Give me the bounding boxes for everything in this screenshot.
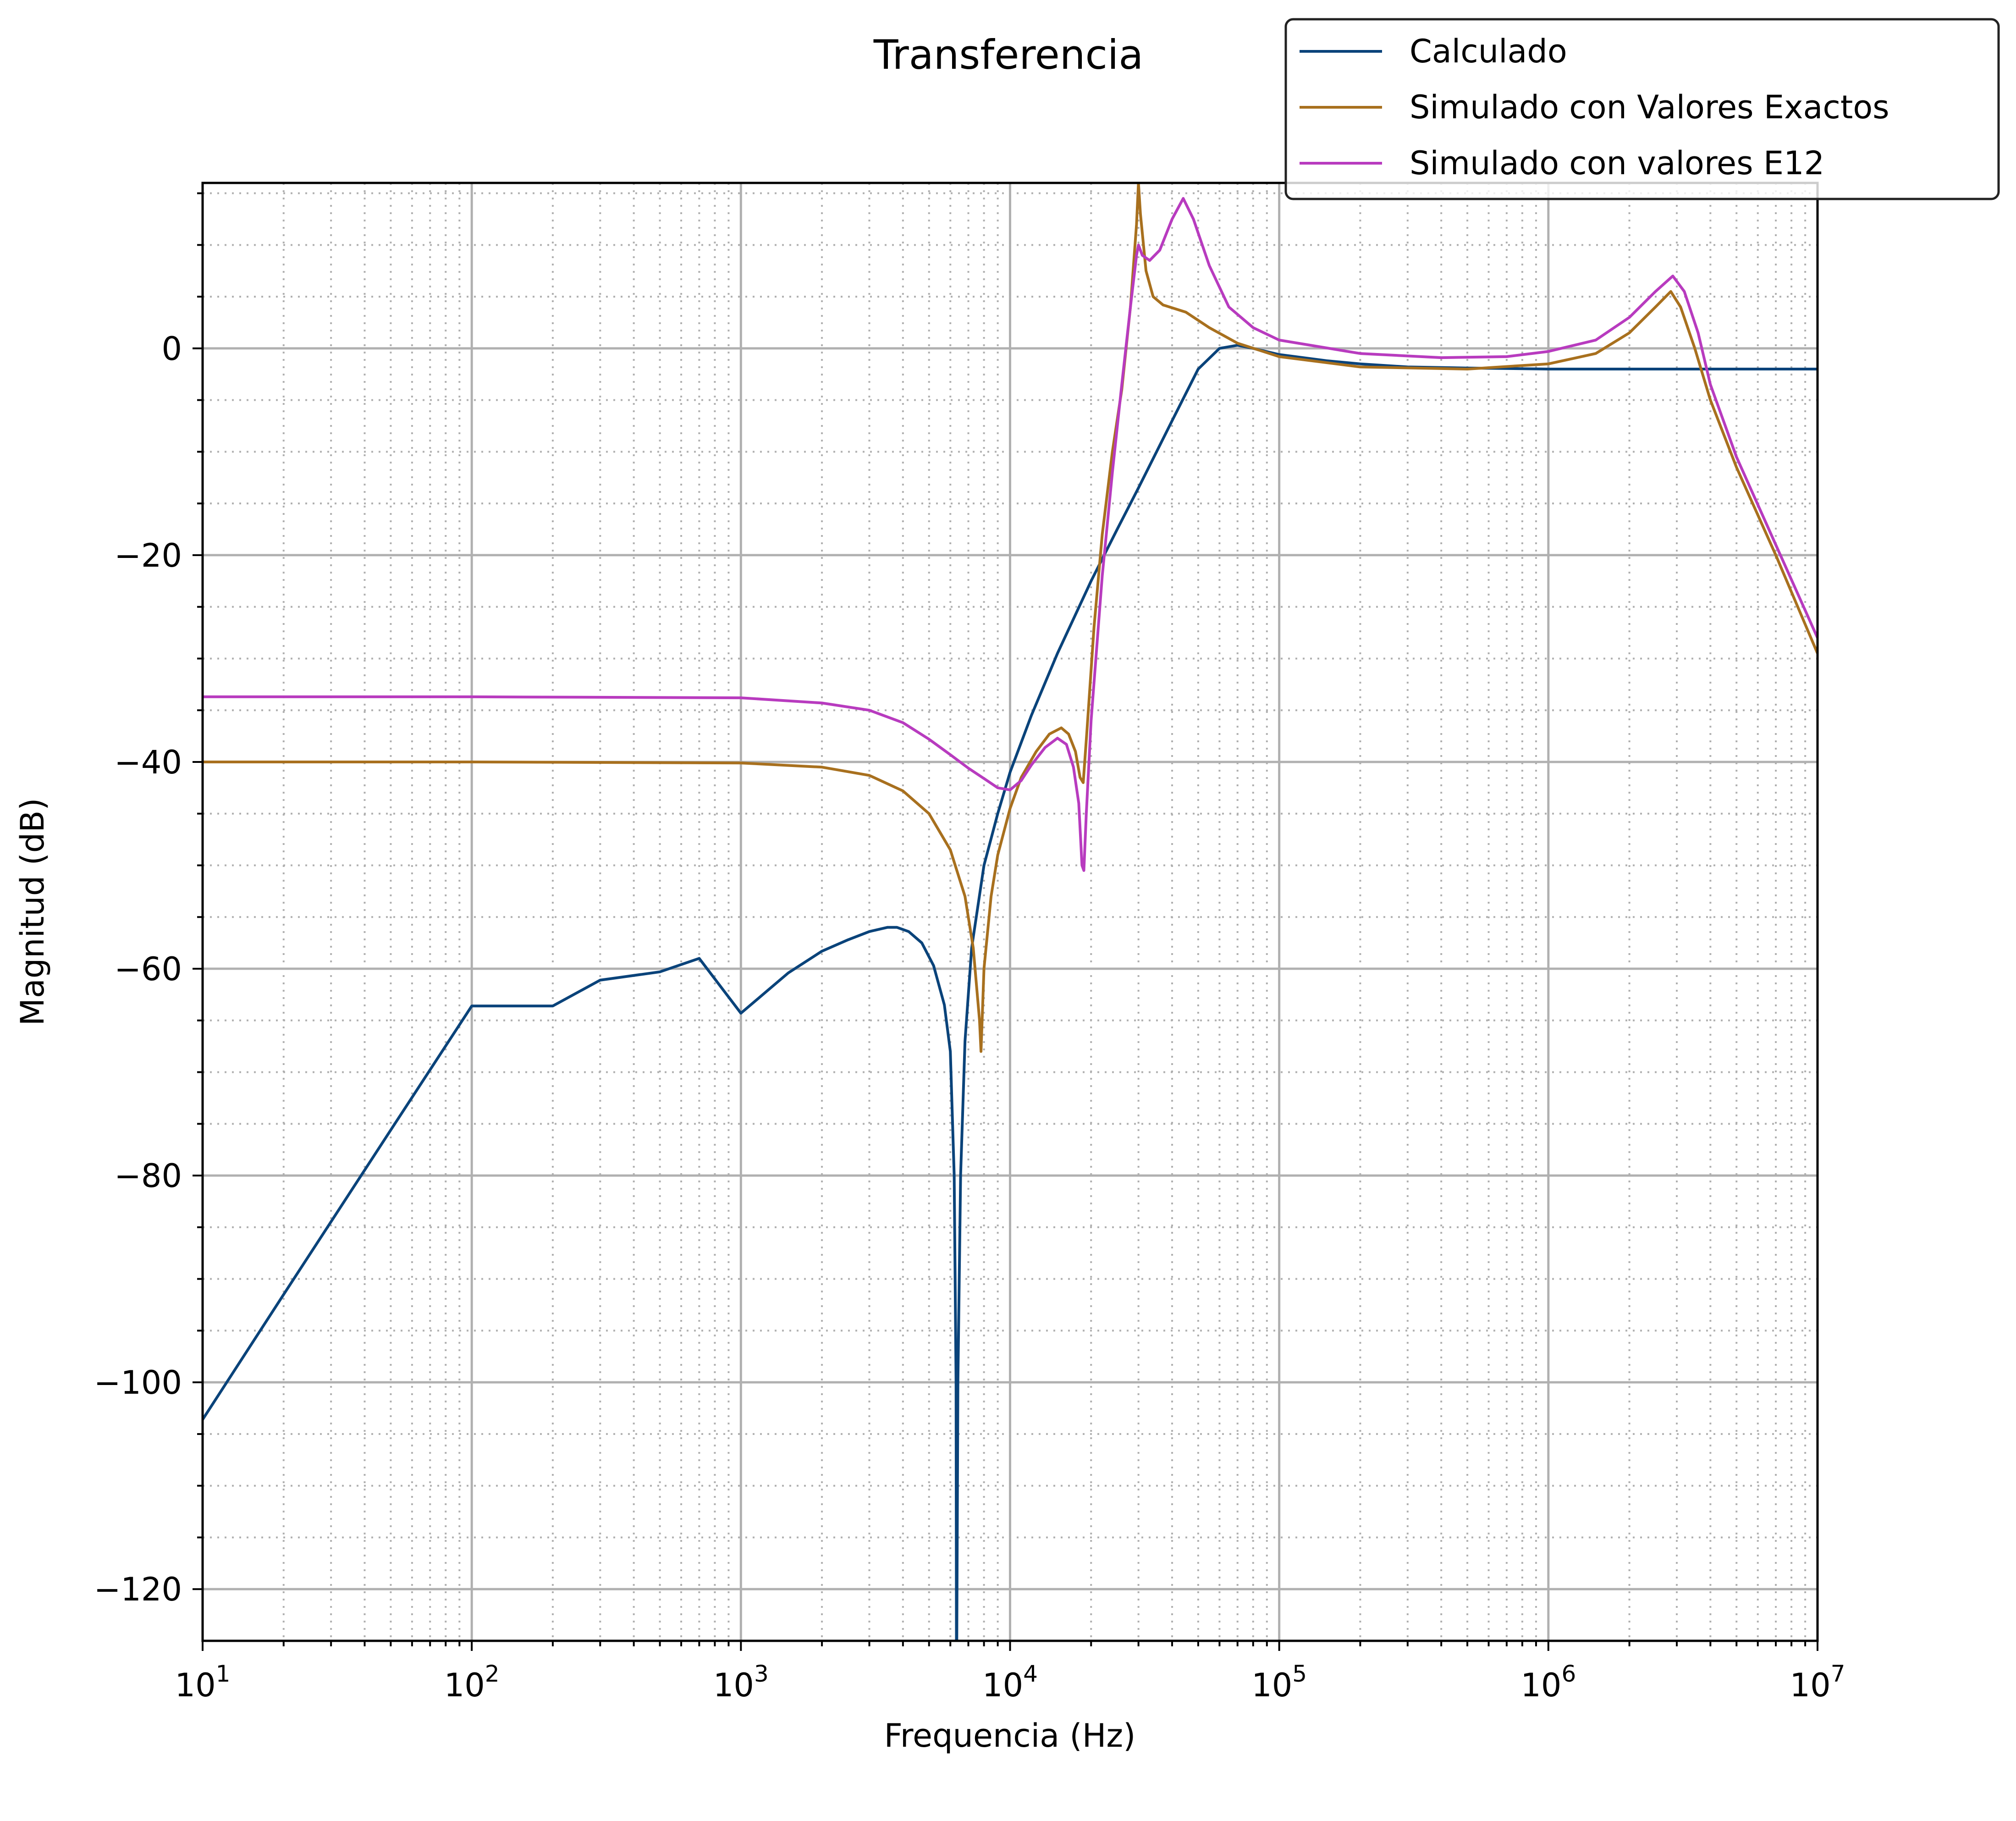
y-tick-label: −20 bbox=[114, 537, 182, 574]
y-tick-label: −80 bbox=[114, 1157, 182, 1195]
series-line-2 bbox=[203, 197, 1818, 872]
chart-title: Transferencia bbox=[873, 31, 1144, 78]
y-tick-label: −40 bbox=[114, 744, 182, 781]
legend-label-calculado: Calculado bbox=[1410, 33, 1567, 70]
series-line-1 bbox=[203, 183, 1818, 1053]
x-tick-label: 106 bbox=[1520, 1661, 1576, 1704]
grid bbox=[201, 183, 1819, 1641]
x-tick-label: 103 bbox=[713, 1661, 769, 1704]
legend-box bbox=[1284, 18, 2000, 200]
y-axis-label: Magnitud (dB) bbox=[14, 798, 51, 1026]
x-tick-label: 101 bbox=[175, 1661, 231, 1704]
legend: Calculado Simulado con Valores Exactos S… bbox=[1284, 18, 2000, 200]
x-tick-labels: 101 102 103 104 105 106 107 bbox=[175, 1661, 1845, 1704]
legend-label-valores-exactos: Simulado con Valores Exactos bbox=[1410, 88, 1889, 126]
y-tick-label: −120 bbox=[94, 1571, 182, 1608]
x-axis-label: Frequencia (Hz) bbox=[884, 1717, 1136, 1755]
y-tick-label: 0 bbox=[161, 330, 182, 368]
y-tick-label: −100 bbox=[94, 1364, 182, 1402]
series-line-0 bbox=[203, 344, 1818, 1641]
y-tick-labels: −120 −100 −80 −60 −40 −20 0 bbox=[94, 330, 182, 1608]
series-lines bbox=[203, 183, 1818, 1641]
x-tick-label: 104 bbox=[982, 1661, 1038, 1704]
legend-label-valores-e12: Simulado con valores E12 bbox=[1410, 144, 1824, 182]
x-tick-label: 102 bbox=[444, 1661, 500, 1704]
x-tick-label: 105 bbox=[1251, 1661, 1307, 1704]
y-tick-label: −60 bbox=[114, 950, 182, 988]
axis-ticks bbox=[193, 192, 1818, 1651]
x-tick-label: 107 bbox=[1790, 1661, 1845, 1704]
